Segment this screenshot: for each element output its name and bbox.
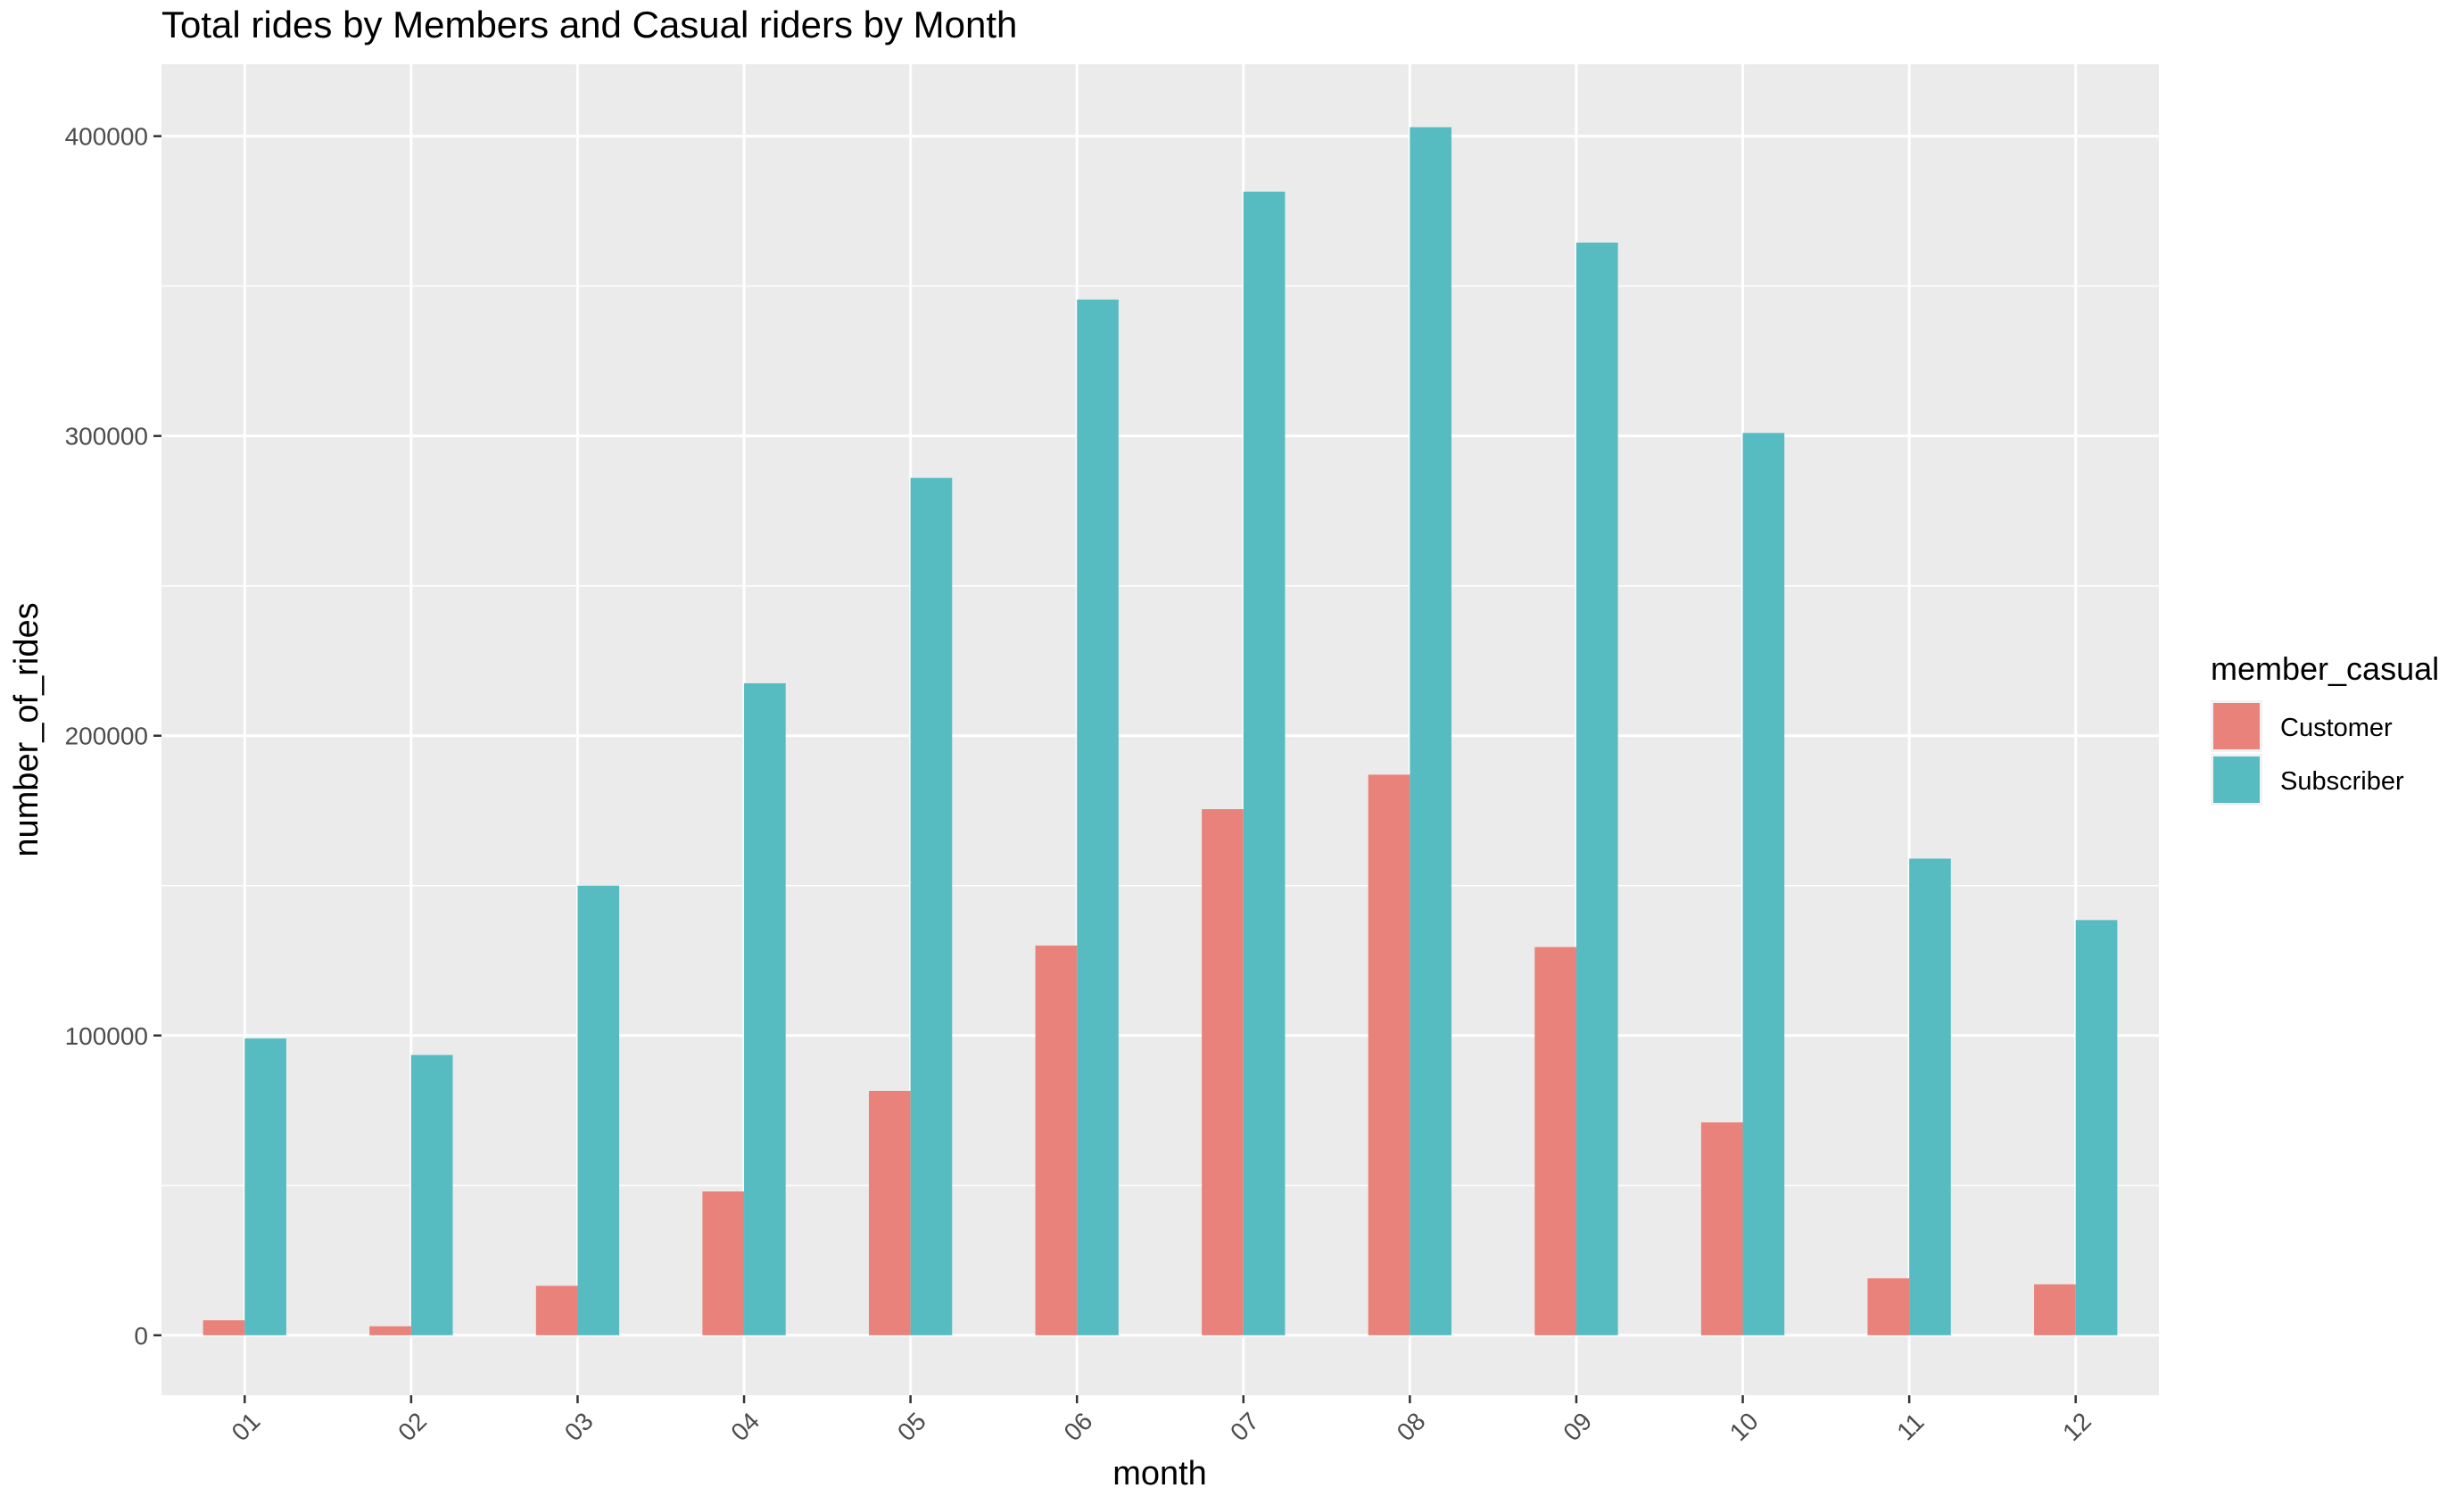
legend-title: member_casual (2211, 650, 2439, 687)
bar-customer-02 (369, 1326, 411, 1335)
legend-label-subscriber: Subscriber (2280, 767, 2404, 796)
bar-subscriber-07 (1243, 191, 1286, 1335)
x-tick-label: 12 (2057, 1407, 2096, 1446)
bar-subscriber-08 (1410, 127, 1452, 1335)
x-tick-label: 09 (1558, 1407, 1597, 1446)
bar-customer-01 (203, 1319, 245, 1335)
bar-customer-09 (1534, 947, 1576, 1335)
y-tick-label: 100000 (65, 1022, 148, 1050)
y-axis-title: number_of_rides (8, 602, 45, 856)
x-tick-label: 07 (1225, 1407, 1264, 1446)
y-tick-label: 0 (134, 1322, 148, 1350)
y-tick-label: 400000 (65, 123, 148, 151)
bar-customer-07 (1202, 809, 1244, 1335)
x-tick-label: 04 (725, 1407, 765, 1446)
bar-customer-06 (1035, 945, 1078, 1335)
x-axis: 01 02 03 04 05 06 07 08 09 10 11 12 (227, 1395, 2096, 1446)
y-tick-label: 200000 (65, 723, 148, 750)
legend-label-customer: Customer (2280, 714, 2393, 742)
x-tick-label: 06 (1059, 1407, 1098, 1446)
bar-subscriber-12 (2075, 920, 2118, 1335)
x-tick-label: 05 (892, 1407, 931, 1446)
bar-subscriber-02 (410, 1054, 453, 1335)
y-tick-label: 300000 (65, 423, 148, 451)
bar-subscriber-04 (744, 682, 786, 1335)
legend-key-customer (2213, 703, 2260, 749)
x-tick-label: 08 (1392, 1407, 1431, 1446)
x-axis-title: month (1112, 1455, 1207, 1488)
bar-subscriber-10 (1742, 433, 1785, 1335)
bar-subscriber-01 (244, 1038, 286, 1335)
grid-minor (161, 285, 2159, 1186)
bar-customer-05 (868, 1090, 911, 1335)
bar-subscriber-05 (910, 477, 953, 1335)
legend: member_casual Customer Subscriber (2211, 650, 2439, 806)
chart-title: Total rides by Members and Casual riders… (161, 4, 1017, 45)
x-tick-label: 01 (227, 1407, 266, 1446)
x-tick-label: 10 (1724, 1407, 1764, 1446)
y-axis: 0 100000 200000 300000 400000 (65, 123, 161, 1350)
bar-customer-12 (2034, 1284, 2076, 1335)
bar-customer-08 (1368, 774, 1410, 1335)
x-tick-label: 02 (393, 1407, 432, 1446)
bar-subscriber-03 (577, 885, 620, 1335)
bar-subscriber-09 (1575, 242, 1618, 1335)
bar-subscriber-11 (1909, 858, 1951, 1335)
legend-key-subscriber (2213, 756, 2260, 803)
plot-panel (161, 64, 2159, 1395)
bar-customer-04 (702, 1191, 745, 1335)
bar-subscriber-06 (1077, 299, 1119, 1335)
bar-customer-10 (1700, 1122, 1743, 1335)
x-tick-label: 03 (559, 1407, 599, 1446)
bar-customer-11 (1867, 1277, 1910, 1335)
x-tick-label: 11 (1891, 1408, 1929, 1445)
bar-customer-03 (535, 1285, 578, 1335)
bars (203, 127, 2118, 1335)
